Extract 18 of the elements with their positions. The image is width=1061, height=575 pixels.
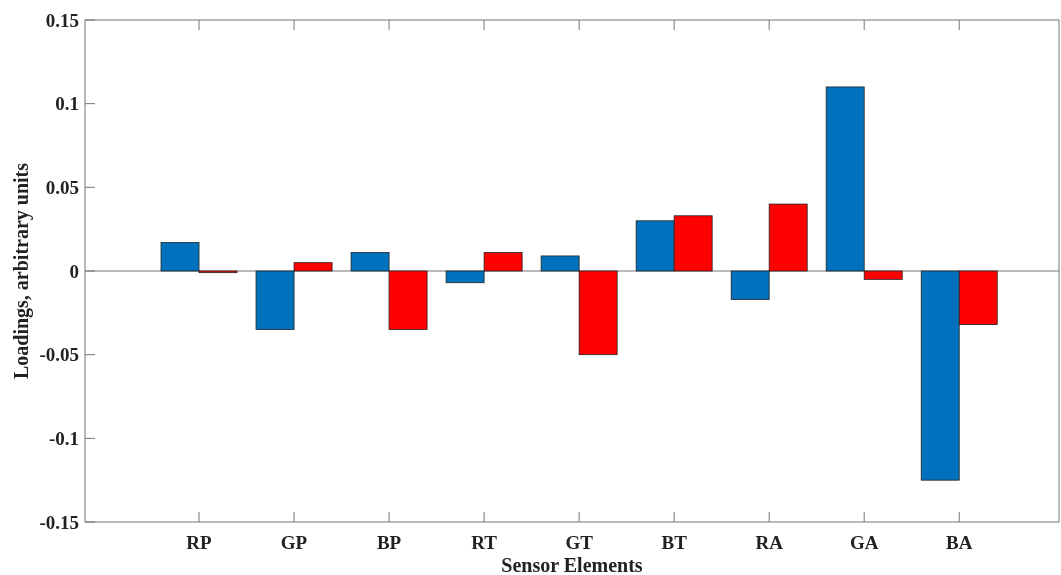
x-tick-label: GA <box>849 532 879 553</box>
y-tick-label: 0.15 <box>45 9 79 31</box>
y-tick-label: 0.05 <box>45 176 79 198</box>
x-tick-label: GT <box>565 532 594 553</box>
y-tick-label: 0.1 <box>55 93 79 115</box>
y-tick-label: -0.1 <box>48 427 79 449</box>
y-tick-label: -0.05 <box>39 344 79 366</box>
y-tick-label: 0 <box>69 260 79 282</box>
x-tick-label: BA <box>946 532 973 553</box>
x-tick-label: BP <box>376 532 402 553</box>
x-tick-label: BT <box>661 532 688 553</box>
x-tick-label: RP <box>186 532 213 553</box>
x-tick-label: GP <box>280 532 308 553</box>
y-axis-title: Loadings, arbitrary units <box>10 162 33 380</box>
x-tick-label: RT <box>471 532 498 553</box>
x-tick-label: RA <box>755 532 784 553</box>
y-tick-label: -0.15 <box>39 511 79 533</box>
x-axis-title: Sensor Elements <box>501 554 643 575</box>
